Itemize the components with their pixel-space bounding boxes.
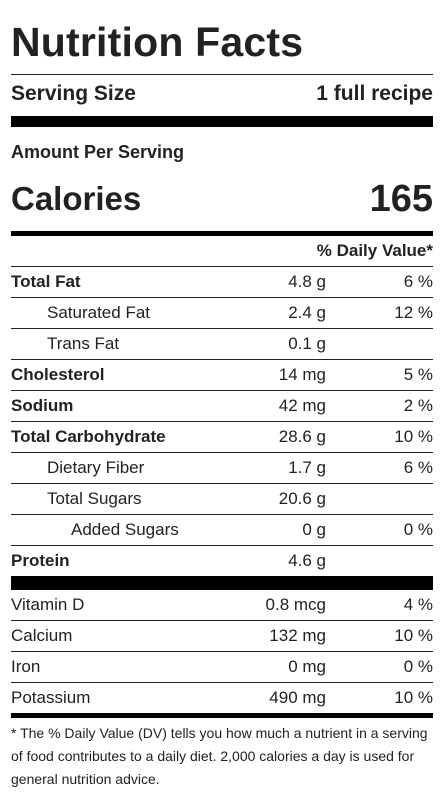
nutrient-dv: 12 % — [394, 303, 433, 322]
vitamin-name: Calcium — [11, 626, 73, 645]
nutrient-name: Sodium — [11, 396, 74, 415]
nutrient-dv: 6 % — [403, 272, 433, 291]
divider — [11, 74, 433, 75]
vitamin-name: Iron — [11, 657, 41, 676]
nutrient-name: Trans Fat — [47, 334, 120, 353]
nutrient-name: Total Sugars — [47, 489, 142, 508]
nutrient-name: Dietary Fiber — [47, 458, 145, 477]
nutrient-row-total-sugars: Total Sugars 20.6 g — [11, 484, 433, 515]
nutrient-amount: 28.6 g — [278, 427, 326, 446]
vitamin-name: Vitamin D — [11, 595, 85, 614]
vitamin-dv: 10 % — [394, 688, 433, 707]
heavy-divider — [11, 576, 433, 590]
vitamin-amount: 0.8 mcg — [265, 595, 326, 614]
vitamin-dv: 0 % — [403, 657, 433, 676]
nutrient-amount: 4.8 g — [288, 272, 326, 291]
vitamin-row-iron: Iron 0 mg 0 % — [11, 652, 433, 683]
nutrient-row-trans-fat: Trans Fat 0.1 g — [11, 329, 433, 360]
nutrient-row-saturated-fat: Saturated Fat 2.4 g 12 % — [11, 298, 433, 329]
nutrient-amount: 0 g — [302, 520, 326, 539]
nutrient-row-total-carbohydrate: Total Carbohydrate 28.6 g 10 % — [11, 422, 433, 453]
nutrient-amount: 42 mg — [278, 396, 326, 415]
vitamin-dv: 10 % — [394, 626, 433, 645]
bottom-divider — [11, 713, 433, 718]
nutrient-row-added-sugars: Added Sugars 0 g 0 % — [11, 515, 433, 546]
nutrient-amount: 0.1 g — [288, 334, 326, 353]
nutrient-row-cholesterol: Cholesterol 14 mg 5 % — [11, 360, 433, 391]
medium-divider — [11, 231, 433, 236]
vitamin-amount: 132 mg — [269, 626, 326, 645]
calories-label: Calories — [11, 180, 142, 217]
serving-size-row: Serving Size 1 full recipe — [11, 75, 433, 113]
nutrient-row-sodium: Sodium 42 mg 2 % — [11, 391, 433, 422]
vitamin-amount: 0 mg — [288, 657, 326, 676]
nutrient-dv: 2 % — [403, 396, 433, 415]
nutrient-row-total-fat: Total Fat 4.8 g 6 % — [11, 267, 433, 298]
dv-header-label: % Daily Value* — [316, 241, 433, 260]
vitamin-row-potassium: Potassium 490 mg 10 % — [11, 683, 433, 713]
nutrient-amount: 20.6 g — [278, 489, 326, 508]
nutrient-dv: 10 % — [394, 427, 433, 446]
nutrient-row-protein: Protein 4.6 g — [11, 546, 433, 576]
nutrient-dv: 6 % — [403, 458, 433, 477]
nutrient-dv: 5 % — [403, 365, 433, 384]
vitamin-amount: 490 mg — [269, 688, 326, 707]
nutrient-amount: 4.6 g — [288, 551, 326, 570]
amount-per-serving: Amount Per Serving — [11, 141, 185, 162]
daily-value-header: % Daily Value* — [11, 236, 433, 267]
nutrient-name: Added Sugars — [71, 520, 179, 539]
daily-value-footnote: * The % Daily Value (DV) tells you how m… — [11, 725, 428, 787]
label-title: Nutrition Facts — [11, 19, 304, 65]
nutrient-name: Protein — [11, 551, 70, 570]
vitamin-dv: 4 % — [403, 595, 433, 614]
nutrient-amount: 1.7 g — [288, 458, 326, 477]
serving-size-label: Serving Size — [11, 82, 136, 105]
vitamin-row-calcium: Calcium 132 mg 10 % — [11, 621, 433, 652]
calories-value: 165 — [369, 177, 433, 220]
nutrient-amount: 2.4 g — [288, 303, 326, 322]
nutrition-facts-label: Nutrition Facts Serving Size 1 full reci… — [11, 0, 433, 791]
nutrient-name: Total Carbohydrate — [11, 427, 166, 446]
serving-size-value: 1 full recipe — [316, 82, 433, 105]
nutrient-row-dietary-fiber: Dietary Fiber 1.7 g 6 % — [11, 453, 433, 484]
nutrient-name: Total Fat — [11, 272, 81, 291]
nutrient-dv: 0 % — [403, 520, 433, 539]
nutrient-name: Saturated Fat — [47, 303, 151, 322]
nutrient-name: Cholesterol — [11, 365, 105, 384]
nutrient-amount: 14 mg — [278, 365, 326, 384]
calories-row: Calories 165 — [11, 167, 433, 231]
vitamin-row-vitamin-d: Vitamin D 0.8 mcg 4 % — [11, 590, 433, 621]
vitamin-name: Potassium — [11, 688, 91, 707]
thick-divider — [11, 116, 433, 127]
